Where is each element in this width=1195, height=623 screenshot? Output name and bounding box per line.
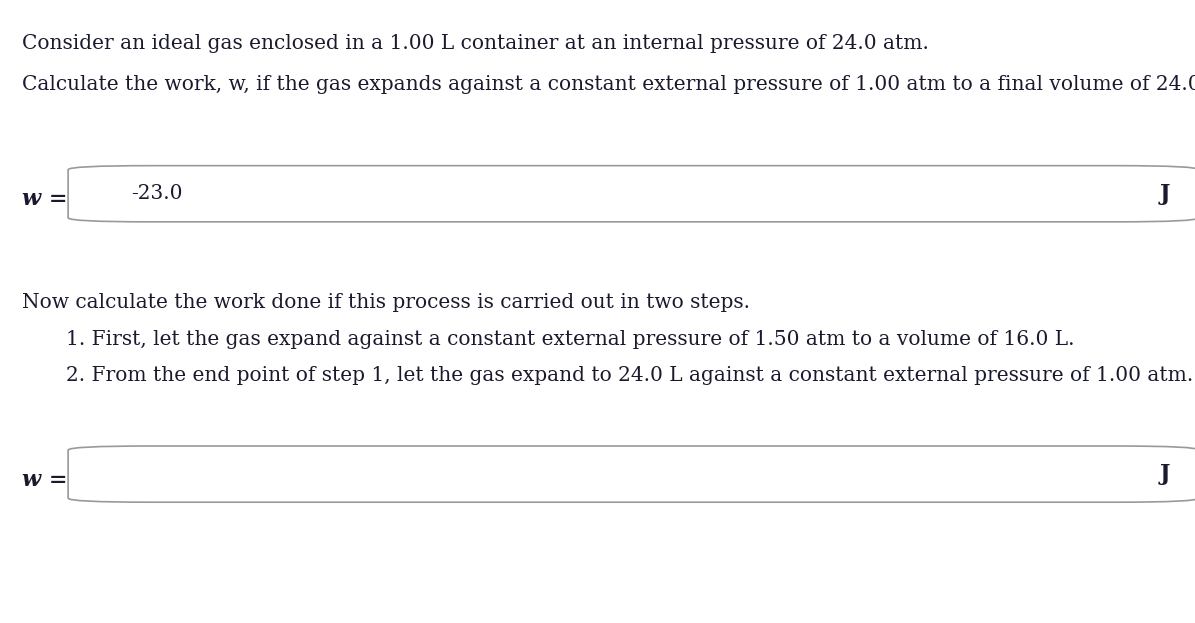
Text: w =: w =	[22, 468, 67, 491]
Text: J: J	[1159, 463, 1170, 485]
Text: Consider an ideal gas enclosed in a 1.00 L container at an internal pressure of : Consider an ideal gas enclosed in a 1.00…	[22, 34, 929, 53]
Text: -23.0: -23.0	[131, 184, 183, 203]
Text: Calculate the work, w, if the gas expands against a constant external pressure o: Calculate the work, w, if the gas expand…	[22, 75, 1195, 93]
Text: J: J	[1159, 183, 1170, 205]
Text: 2. From the end point of step 1, let the gas expand to 24.0 L against a constant: 2. From the end point of step 1, let the…	[66, 366, 1193, 385]
Text: Now calculate the work done if this process is carried out in two steps.: Now calculate the work done if this proc…	[22, 293, 749, 312]
Text: 1. First, let the gas expand against a constant external pressure of 1.50 atm to: 1. First, let the gas expand against a c…	[66, 330, 1074, 349]
FancyBboxPatch shape	[68, 166, 1195, 222]
FancyBboxPatch shape	[68, 446, 1195, 502]
Text: w =: w =	[22, 188, 67, 211]
